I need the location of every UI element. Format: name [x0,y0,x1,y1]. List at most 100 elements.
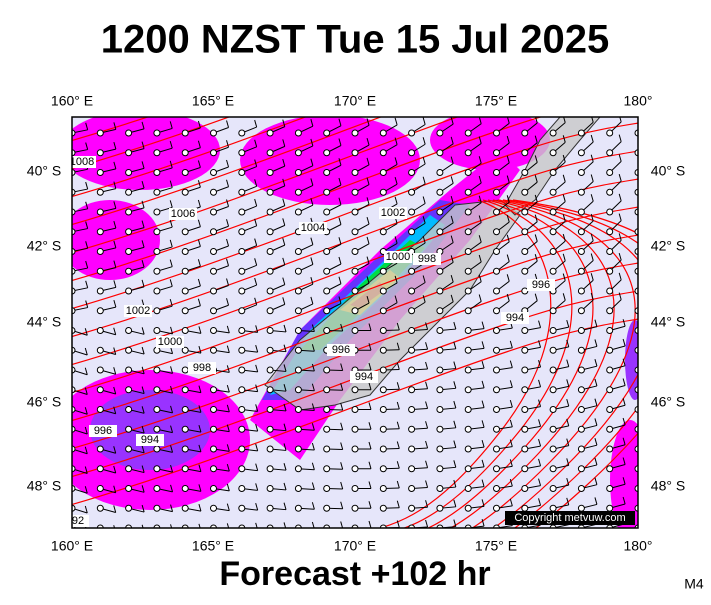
barb-station [607,387,613,393]
barb-station [409,189,415,195]
barb-station [324,505,330,511]
barb-station [409,347,415,353]
barb-station [267,268,273,274]
barb-station [522,209,528,215]
barb-station [97,288,103,294]
barb-station [97,347,103,353]
barb-station [324,426,330,432]
barb-station [267,446,273,452]
barb-station [409,150,415,156]
barb-station [607,150,613,156]
barb-station [97,387,103,393]
barb-station [324,268,330,274]
barb-station [607,426,613,432]
barb-station [607,170,613,176]
barb-station [352,209,358,215]
isobar-label: 1000 [386,251,410,263]
barb-station [154,209,160,215]
copyright: Copyright metvuw.com [514,512,625,524]
lat-label-left: 42° S [27,238,61,254]
barb-station [211,387,217,393]
barb-station [607,268,613,274]
barb-station [409,268,415,274]
barb-station [437,308,443,314]
barb-station [239,308,245,314]
corner-code: M4 [684,576,704,592]
barb-station [409,308,415,314]
barb-station [211,347,217,353]
barb-station [267,367,273,373]
barb-station [295,170,301,176]
barb-station [607,130,613,136]
barb-station [97,268,103,274]
barb-station [295,426,301,432]
barb-station [239,189,245,195]
barb-station [126,150,132,156]
barb-station [465,367,471,373]
barb-station [409,209,415,215]
barb-station [522,328,528,334]
barb-staff [638,141,649,152]
barb-station [578,446,584,452]
barb-staff [638,201,649,212]
barb-station [239,505,245,511]
barb-station [409,170,415,176]
barb-station [578,130,584,136]
barb-staff [638,181,649,192]
barb-station [182,466,188,472]
barb-station [97,466,103,472]
barb-station [97,505,103,511]
barb-station [578,367,584,373]
barb-station [324,288,330,294]
barb-staff [638,504,653,509]
barb-station [437,407,443,413]
isobar-label: 1002 [126,305,150,317]
barb-station [465,328,471,334]
barb-station [465,189,471,195]
barb-feather [651,497,653,504]
barb-feather [647,115,649,122]
barb-station [126,130,132,136]
barb-station [211,328,217,334]
isobar-label: 996 [532,279,550,291]
barb-station [607,249,613,255]
barb-station [126,189,132,195]
barb-feather [651,457,653,464]
barb-station [126,229,132,235]
barb-station [352,486,358,492]
barb-station [578,426,584,432]
barb-station [211,505,217,511]
barb-station [607,209,613,215]
barb-feather [651,516,653,523]
barb-station [97,229,103,235]
barb-station [409,486,415,492]
barb-station [126,268,132,274]
barb-station [550,189,556,195]
barb-station [239,426,245,432]
barb-station [352,407,358,413]
barb-station [380,446,386,452]
barb-station [380,229,386,235]
barb-station [522,347,528,353]
barb-station [550,249,556,255]
barb-station [494,189,500,195]
barb-feather [647,174,649,181]
barb-station [437,229,443,235]
barb-staff [638,365,653,370]
barb-station [154,189,160,195]
barb-station [550,446,556,452]
barb-station [437,170,443,176]
barb-station [97,249,103,255]
isobar-label: 996 [94,425,112,437]
barb-station [550,347,556,353]
barb-station [267,347,273,353]
barb-station [409,288,415,294]
barb-station [211,268,217,274]
barb-station [494,486,500,492]
barb-station [465,505,471,511]
barb-station [522,288,528,294]
barb-station [126,486,132,492]
barb-station [465,130,471,136]
barb-station [437,347,443,353]
lon-label-top: 180° [624,93,653,109]
